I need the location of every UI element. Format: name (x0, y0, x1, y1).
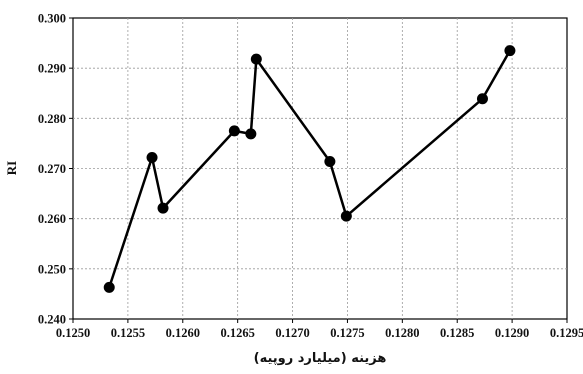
y-tick-label: 0.290 (38, 62, 66, 76)
x-tick-label: 0.1265 (220, 326, 254, 340)
x-tick-label: 0.1260 (166, 326, 200, 340)
data-point (146, 151, 158, 163)
x-tick-label: 0.1290 (495, 326, 529, 340)
y-axis-ticks: 0.240 0.250 0.260 0.270 0.280 0.290 0.300 (38, 12, 73, 327)
data-point (245, 128, 257, 140)
data-point (340, 210, 352, 222)
x-tick-label: 0.1280 (385, 326, 419, 340)
x-tick-label: 0.1250 (56, 326, 90, 340)
y-tick-label: 0.240 (38, 313, 66, 327)
x-tick-label: 0.1295 (550, 326, 583, 340)
y-tick-label: 0.250 (38, 262, 66, 276)
data-point (324, 155, 336, 167)
y-tick-label: 0.280 (38, 112, 66, 126)
x-axis-ticks: 0.1250 0.1255 0.1260 0.1265 0.1270 0.1275 0.12… (56, 319, 583, 340)
data-point (250, 53, 262, 65)
data-point (103, 281, 115, 293)
y-axis-title: RI (4, 161, 19, 175)
data-point (157, 202, 169, 214)
x-axis-title: هزینه (میلیارد روپیه) (254, 351, 387, 366)
data-point (476, 93, 488, 105)
x-tick-label: 0.1255 (111, 326, 145, 340)
x-tick-label: 0.1275 (330, 326, 364, 340)
y-tick-label: 0.270 (38, 162, 66, 176)
x-tick-label: 0.1270 (275, 326, 309, 340)
x-tick-label: 0.1285 (440, 326, 474, 340)
series-line (108, 49, 512, 288)
y-tick-label: 0.300 (38, 12, 66, 26)
data-point (504, 45, 516, 57)
data-point (228, 125, 240, 137)
data-points (103, 45, 516, 293)
y-tick-label: 0.260 (38, 212, 66, 226)
